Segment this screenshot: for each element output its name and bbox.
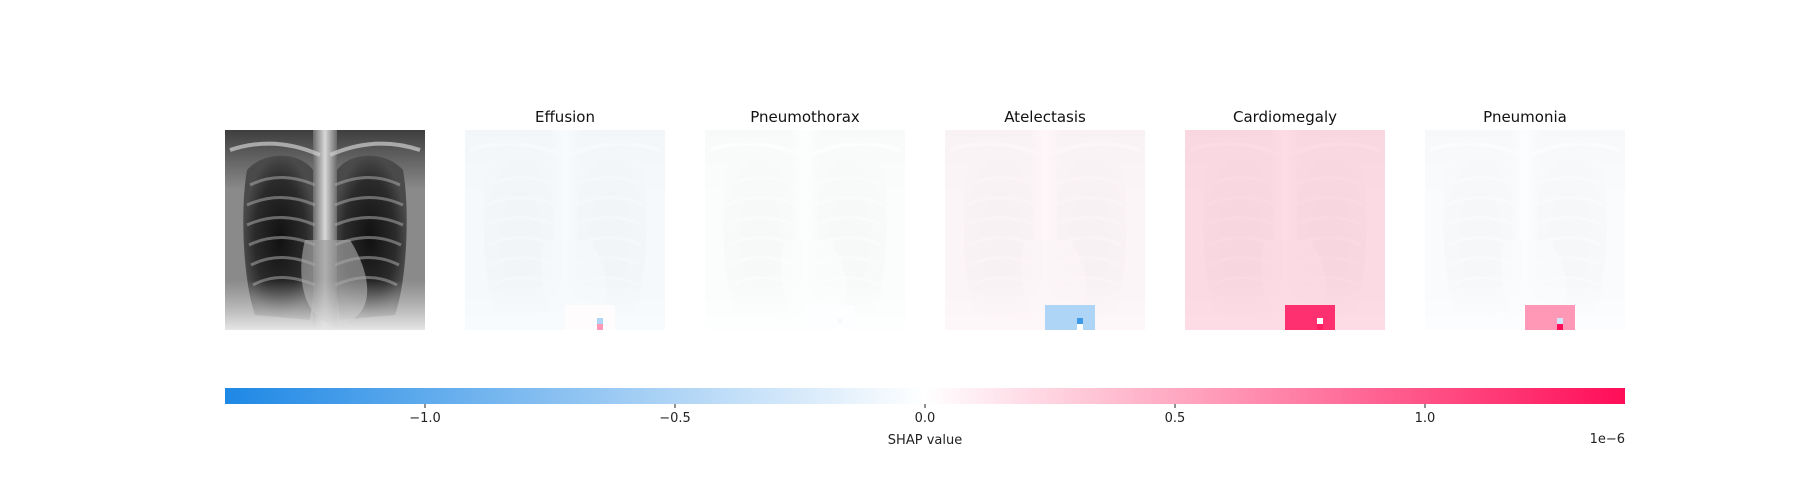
- shap-hot-pixel-pneumonia-1: [1557, 318, 1563, 324]
- panel-title-pneumonia: Pneumonia: [1483, 108, 1567, 126]
- shap-patch-pneumothorax: [805, 305, 855, 330]
- shap-hot-pixel-pneumothorax-1: [837, 318, 843, 324]
- panel-title-pneumothorax: Pneumothorax: [750, 108, 860, 126]
- chest-xray-image: [223, 128, 427, 332]
- shap-hot-pixel-cardiomegaly-1: [1317, 318, 1323, 324]
- shap-overlay-cardiomegaly: [1185, 130, 1385, 330]
- shap-hot-pixel-atelectasis-2: [1077, 324, 1083, 330]
- panel-atelectasis: Atelectasis: [943, 108, 1147, 332]
- colorbar-tick-label: 1.0: [1415, 411, 1436, 426]
- colorbar-tick-label: −1.0: [409, 411, 441, 426]
- shap-hot-pixel-effusion-1: [597, 318, 603, 324]
- shap-overlay-pneumothorax: [705, 130, 905, 330]
- colorbar-scale-label: 1e−6: [1590, 432, 1625, 447]
- panel-title-effusion: Effusion: [535, 108, 595, 126]
- shap-hot-pixel-cardiomegaly-2: [1317, 324, 1323, 330]
- panel-input-image: [223, 128, 427, 332]
- shap-overlay-atelectasis: [945, 130, 1145, 330]
- panel-cardiomegaly: Cardiomegaly: [1183, 108, 1387, 332]
- panel-title-cardiomegaly: Cardiomegaly: [1233, 108, 1337, 126]
- colorbar-tick-label: −0.5: [659, 411, 691, 426]
- panels: Effusion Pneumothorax Atelectasis Cardiomeg…: [223, 108, 1627, 332]
- shap-hot-pixel-atelectasis-1: [1077, 318, 1083, 324]
- colorbar-label: SHAP value: [888, 433, 962, 448]
- shap-overlay-pneumonia: [1425, 130, 1625, 330]
- shap-patch-effusion: [565, 305, 615, 330]
- panel-title-atelectasis: Atelectasis: [1004, 108, 1086, 126]
- shap-hot-pixel-pneumothorax-2: [837, 324, 843, 330]
- shap-patch-pneumonia: [1525, 305, 1575, 330]
- shap-patch-cardiomegaly: [1285, 305, 1335, 330]
- panel-pneumonia: Pneumonia: [1423, 108, 1627, 332]
- panel-pneumothorax: Pneumothorax: [703, 108, 907, 332]
- shap-hot-pixel-effusion-2: [597, 324, 603, 330]
- colorbar-tick-label: 0.5: [1165, 411, 1186, 426]
- shap-hot-pixel-pneumonia-2: [1557, 324, 1563, 330]
- panel-effusion: Effusion: [463, 108, 667, 332]
- colorbar-gradient: [225, 388, 1625, 404]
- shap-patch-atelectasis: [1045, 305, 1095, 330]
- colorbar: −1.0 −0.5 0.0 0.5 1.0 SHAP value 1e−6: [225, 388, 1625, 448]
- shap-overlay-effusion: [465, 130, 665, 330]
- colorbar-tick-label: 0.0: [915, 411, 936, 426]
- colorbar-ticks: −1.0 −0.5 0.0 0.5 1.0: [409, 404, 1435, 426]
